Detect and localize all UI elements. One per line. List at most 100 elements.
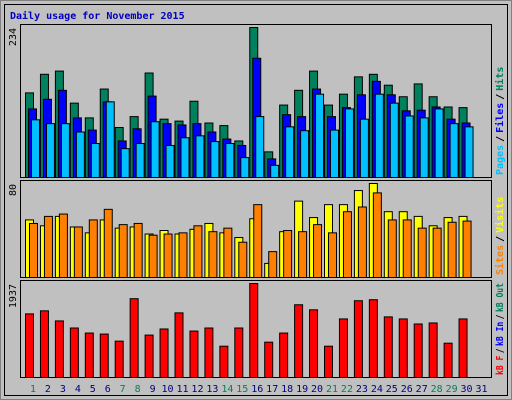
bar	[449, 123, 459, 178]
y-tick-label: 234	[8, 28, 19, 46]
bar	[428, 322, 438, 378]
x-tick-label: 3	[60, 384, 66, 395]
bar	[353, 300, 363, 378]
bar	[264, 341, 274, 378]
bar	[118, 224, 128, 278]
x-tick-label: 25	[386, 384, 398, 395]
legend: kB F / kB In / kB Out	[495, 283, 506, 375]
x-tick-label: 12	[191, 384, 203, 395]
bar	[374, 93, 384, 178]
y-tick-label: 1937	[8, 284, 19, 308]
bar	[464, 126, 474, 178]
legend: Sites / Visits	[494, 197, 506, 275]
bar	[223, 227, 233, 278]
x-tick-label: 2	[45, 384, 51, 395]
x-tick-label: 10	[162, 384, 174, 395]
bar	[387, 219, 397, 279]
bar	[383, 316, 393, 379]
x-tick-label: 26	[401, 384, 413, 395]
x-tick-label: 1	[30, 384, 36, 395]
bar	[253, 204, 263, 278]
bar	[103, 208, 113, 279]
x-tick-label: 24	[371, 384, 383, 395]
x-tick-label: 5	[90, 384, 96, 395]
x-tick-label: 4	[75, 384, 81, 395]
bar	[238, 241, 248, 278]
bar	[357, 206, 367, 278]
bar	[268, 251, 278, 278]
bar	[309, 309, 319, 378]
bar	[404, 115, 414, 178]
bar	[270, 164, 280, 178]
bar	[75, 131, 85, 179]
bar	[120, 148, 130, 178]
bar	[300, 130, 310, 178]
legend-entry: kB F	[495, 356, 506, 375]
bar	[417, 227, 427, 278]
bar	[204, 327, 214, 378]
bar	[39, 310, 49, 378]
x-tick-label: 27	[416, 384, 428, 395]
x-tick-label: 11	[176, 384, 188, 395]
legend-separator: /	[495, 94, 506, 100]
x-tick-label: 7	[120, 384, 126, 395]
bar	[359, 118, 369, 178]
x-tick-label: 13	[206, 384, 218, 395]
bar	[43, 215, 53, 278]
bar	[180, 137, 190, 178]
bar	[195, 135, 205, 178]
bar	[90, 143, 100, 178]
bar	[398, 318, 408, 378]
chart-title: Daily usage for November 2015	[10, 10, 185, 22]
x-tick-label: 18	[281, 384, 293, 395]
bar	[84, 332, 94, 379]
bar	[165, 144, 175, 178]
bar	[208, 231, 218, 279]
bar	[45, 123, 55, 178]
bar	[342, 211, 352, 278]
bar	[99, 333, 109, 379]
x-tick-label: 22	[341, 384, 353, 395]
bar	[25, 313, 34, 378]
bar	[372, 192, 382, 278]
bar	[402, 219, 412, 279]
bar	[73, 226, 83, 279]
x-tick-label: 16	[251, 384, 263, 395]
x-tick-label: 23	[356, 384, 368, 395]
legend-entry: kB In	[495, 322, 506, 346]
bar	[344, 108, 354, 178]
x-tick-label: 14	[221, 384, 233, 395]
x-tick-label: 29	[446, 384, 458, 395]
bar	[324, 345, 333, 378]
legend-entry: Pages	[495, 145, 506, 175]
bar	[285, 126, 295, 178]
y-tick-label: 80	[8, 184, 19, 196]
x-tick-label: 8	[135, 384, 141, 395]
x-tick-label: 31	[475, 384, 487, 395]
bar	[69, 327, 79, 378]
bar	[234, 327, 244, 378]
x-tick-label: 19	[296, 384, 308, 395]
x-tick-label: 17	[266, 384, 278, 395]
bar	[54, 320, 64, 378]
legend: Pages / Files / Hits	[494, 67, 506, 175]
bar	[368, 299, 378, 378]
bar	[413, 323, 423, 379]
x-tick-label: 15	[236, 384, 248, 395]
x-tick-label: 21	[326, 384, 338, 395]
bar	[389, 102, 399, 178]
x-tick-label: 9	[150, 384, 156, 395]
bar	[462, 220, 472, 279]
bar	[129, 298, 139, 378]
bar	[88, 219, 98, 279]
bar	[338, 318, 348, 378]
bar	[29, 222, 38, 278]
bar	[447, 221, 457, 278]
legend-entry: Visits	[494, 197, 506, 233]
legend-entry: Files	[494, 103, 506, 133]
bar	[174, 312, 184, 378]
legend-separator: /	[495, 236, 506, 242]
bar	[159, 328, 169, 378]
bar	[193, 225, 203, 279]
legend-separator: /	[495, 348, 506, 353]
